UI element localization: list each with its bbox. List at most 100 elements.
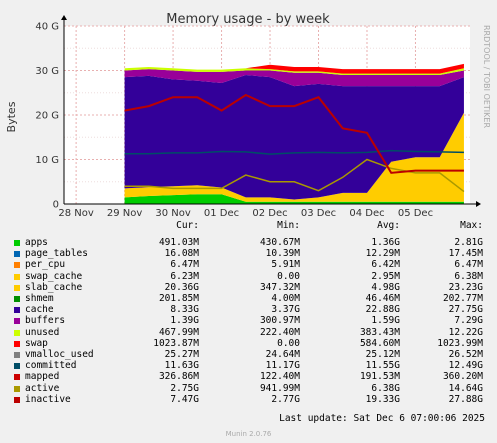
legend-avg-value: 11.55G — [365, 360, 400, 372]
legend-swatch — [14, 251, 20, 258]
legend-swatch — [14, 374, 20, 381]
legend-max-value: 202.77M — [442, 293, 483, 304]
munin-version: Munin 2.0.76 — [225, 430, 272, 438]
chart-title: Memory usage - by week — [166, 12, 330, 27]
line-series — [124, 93, 465, 193]
legend-min-value: 300.97M — [259, 315, 300, 327]
stacked-areas — [124, 63, 464, 204]
area-unused — [124, 66, 464, 75]
x-tick-label: 30 Nov — [155, 208, 191, 219]
legend-cur-value: 8.33G — [170, 304, 199, 316]
header-avg: Avg: — [377, 220, 400, 231]
legend-row-mapped: mapped 326.86M 122.40M 191.53M 360.20M — [0, 371, 497, 382]
legend-max-value: 26.52M — [448, 349, 483, 360]
legend-swatch — [14, 273, 20, 280]
legend-row-apps: apps 491.03M 430.67M 1.36G 2.81G — [0, 237, 497, 248]
legend-min-value: 3.37G — [271, 304, 300, 316]
legend-swatch — [14, 329, 20, 336]
x-tick-label: 05 Dec — [398, 208, 433, 219]
legend-min-value: 222.40M — [259, 326, 300, 338]
legend-cur-value: 1.39G — [170, 315, 199, 327]
legend-max-value: 6.38M — [454, 270, 483, 282]
legend-avg-value: 383.43M — [359, 326, 400, 338]
legend-series-name: slab_cache — [25, 281, 83, 293]
legend-series-name: vmalloc_used — [25, 349, 94, 360]
legend-series-name: committed — [25, 360, 77, 372]
legend-min-value: 10.39M — [265, 248, 300, 260]
legend-min-value: 4.00M — [271, 293, 300, 304]
last-update: Last update: Sat Dec 6 07:00:06 2025 — [279, 413, 485, 424]
legend-avg-value: 22.88G — [365, 304, 400, 316]
legend-avg-value: 2.95M — [371, 270, 400, 282]
legend-row-cache: cache 8.33G 3.37G 22.88G 27.75G — [0, 304, 497, 315]
legend-cur-value: 201.85M — [158, 293, 199, 304]
legend-swatch — [14, 307, 20, 314]
x-tick-label: 29 Nov — [107, 208, 143, 219]
area-swap — [124, 63, 464, 74]
legend-row-slab-cache: slab_cache 20.36G 347.32M 4.98G 23.23G — [0, 282, 497, 293]
y-tick-label: 0 — [53, 200, 59, 211]
area-apps — [124, 194, 464, 204]
legend-max-value: 2.81G — [454, 237, 483, 248]
legend-max-value: 12.49G — [448, 360, 483, 372]
x-tick-label: 04 Dec — [349, 208, 384, 219]
line-inactive — [124, 93, 464, 174]
y-axis-arrow — [61, 15, 67, 20]
legend-min-value: 5.91M — [271, 259, 300, 271]
legend-series-name: cache — [25, 304, 54, 316]
area-cache — [124, 74, 464, 200]
legend-swatch — [14, 284, 20, 291]
legend-max-value: 12.22G — [448, 326, 483, 338]
header-cur: Cur: — [176, 220, 199, 231]
legend-series-name: mapped — [25, 371, 60, 383]
x-tick-label: 03 Dec — [301, 208, 336, 219]
axes: 0 10 G 20 G 30 G 40 G 28 Nov 29 Nov 30 Nov 01 De… — [35, 15, 481, 219]
legend-max-value: 27.75G — [448, 304, 483, 316]
legend-avg-value: 584.60M — [359, 337, 400, 349]
legend-swatch — [14, 385, 20, 392]
legend-row-shmem: shmem 201.85M 4.00M 46.46M 202.77M — [0, 293, 497, 304]
legend-series-name: buffers — [25, 315, 66, 327]
header-min: Min: — [277, 220, 300, 231]
legend-swatch — [14, 363, 20, 370]
legend-header: Cur: Min: Avg: Max: — [0, 220, 497, 231]
legend-row-page-tables: page_tables 16.08M 10.39M 12.29M 17.45M — [0, 248, 497, 259]
y-tick-label: 40 G — [35, 22, 59, 33]
legend-series-name: apps — [25, 237, 48, 248]
legend-min-value: 24.64M — [265, 349, 300, 360]
legend-max-value: 360.20M — [442, 371, 483, 383]
legend-cur-value: 6.23M — [170, 270, 199, 282]
legend-cur-value: 6.47M — [170, 259, 199, 271]
legend-cur-value: 7.47G — [170, 393, 199, 405]
legend-series-name: per_cpu — [25, 259, 66, 271]
legend-max-value: 14.64G — [448, 382, 483, 394]
legend-cur-value: 326.86M — [158, 371, 199, 383]
legend-series-name: swap_cache — [25, 270, 83, 282]
legend-min-value: 2.77G — [271, 393, 300, 405]
legend-avg-value: 12.29M — [365, 248, 400, 260]
legend-max-value: 17.45M — [448, 248, 483, 260]
line-committed — [124, 149, 464, 155]
legend-cur-value: 467.99M — [158, 326, 199, 338]
legend-row-unused: unused 467.99M 222.40M 383.43M 12.22G — [0, 327, 497, 338]
legend-max-value: 23.23G — [448, 281, 483, 293]
legend-avg-value: 25.12M — [365, 349, 400, 360]
legend-min-value: 0.00 — [277, 270, 300, 282]
area-buffers — [124, 69, 464, 87]
legend-cur-value: 1023.87M — [153, 337, 199, 349]
legend-avg-value: 1.36G — [371, 237, 400, 248]
legend-cur-value: 2.75G — [170, 382, 199, 394]
x-tick-label: 02 Dec — [252, 208, 287, 219]
legend-avg-value: 1.59G — [371, 315, 400, 327]
y-axis-label: Bytes — [5, 101, 18, 132]
header-max: Max: — [460, 220, 483, 231]
legend-cur-value: 11.63G — [164, 360, 199, 372]
legend-min-value: 11.17G — [265, 360, 300, 372]
legend-row-vmalloc-used: vmalloc_used 25.27M 24.64M 25.12M 26.52M — [0, 349, 497, 360]
legend-swatch — [14, 240, 20, 246]
rrdtool-credit: RRDTOOL / TOBI OETIKER — [482, 25, 491, 128]
legend-swatch — [14, 396, 20, 403]
legend-cur-value: 491.03M — [158, 237, 199, 248]
legend-series-name: active — [25, 382, 60, 394]
legend-min-value: 122.40M — [259, 371, 300, 383]
